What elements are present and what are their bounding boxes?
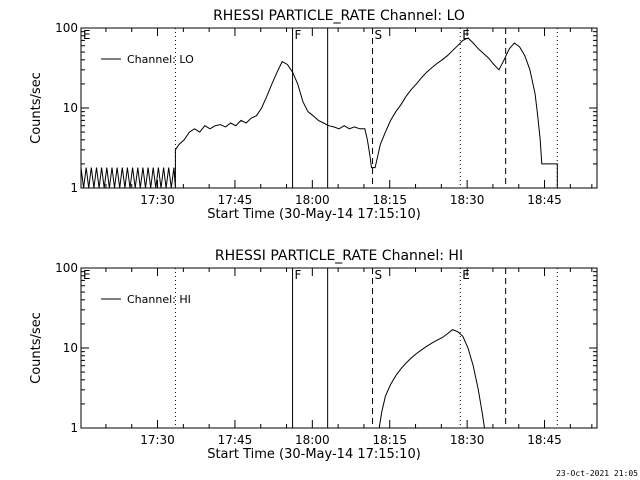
x-tick-label: 18:00 [295,433,330,447]
chart-title: RHESSI PARTICLE_RATE Channel: HI [215,248,463,264]
series-line-1 [378,329,485,428]
y-tick-label: 1 [70,181,78,195]
chart-panel-2: RHESSI PARTICLE_RATE Channel: HI 1 10 100 17… [29,248,598,462]
x-tick-label: 18:30 [450,433,485,447]
plot-frame [80,267,598,429]
x-tick-label: 17:45 [218,433,253,447]
x-tick-label: 18:15 [372,193,407,207]
y-tick-label: 100 [55,261,78,275]
y-tick-label: 100 [55,21,78,35]
chart-panel-1: RHESSI PARTICLE_RATE Channel: LO 1 10 100 17… [29,8,598,222]
plot-frame [80,27,598,189]
y-tick-label: 10 [63,341,78,355]
x-axis-label: Start Time (30-May-14 17:15:10) [207,447,421,462]
generated-timestamp: 23-Oct-2021 21:05 [556,469,638,478]
legend-label: Channel: LO [127,53,194,66]
x-tick-label: 18:45 [527,193,562,207]
x-tick-label: 18:15 [372,433,407,447]
flag-label-f: F [295,268,302,282]
x-tick-label: 17:30 [140,193,175,207]
series-line-1 [81,37,558,188]
chart-title: RHESSI PARTICLE_RATE Channel: LO [213,8,465,24]
flag-label-s: S [375,268,383,282]
y-tick-label: 10 [63,101,78,115]
flag-label-e: E [462,28,470,42]
x-axis-label: Start Time (30-May-14 17:15:10) [207,207,421,222]
x-tick-label: 18:45 [527,433,562,447]
legend-label: Channel: HI [127,293,191,306]
flag-label-e: E [462,268,470,282]
x-tick-label: 18:30 [450,193,485,207]
y-axis-label: Counts/sec [29,72,44,144]
y-tick-label: 1 [70,421,78,435]
flag-label-s: S [375,28,383,42]
flag-label-e: E [83,28,91,42]
flag-label-f: F [295,28,302,42]
x-tick-label: 17:45 [218,193,253,207]
flag-label-e: E [83,268,91,282]
x-tick-label: 17:30 [140,433,175,447]
y-axis-label: Counts/sec [29,312,44,384]
x-tick-label: 18:00 [295,193,330,207]
